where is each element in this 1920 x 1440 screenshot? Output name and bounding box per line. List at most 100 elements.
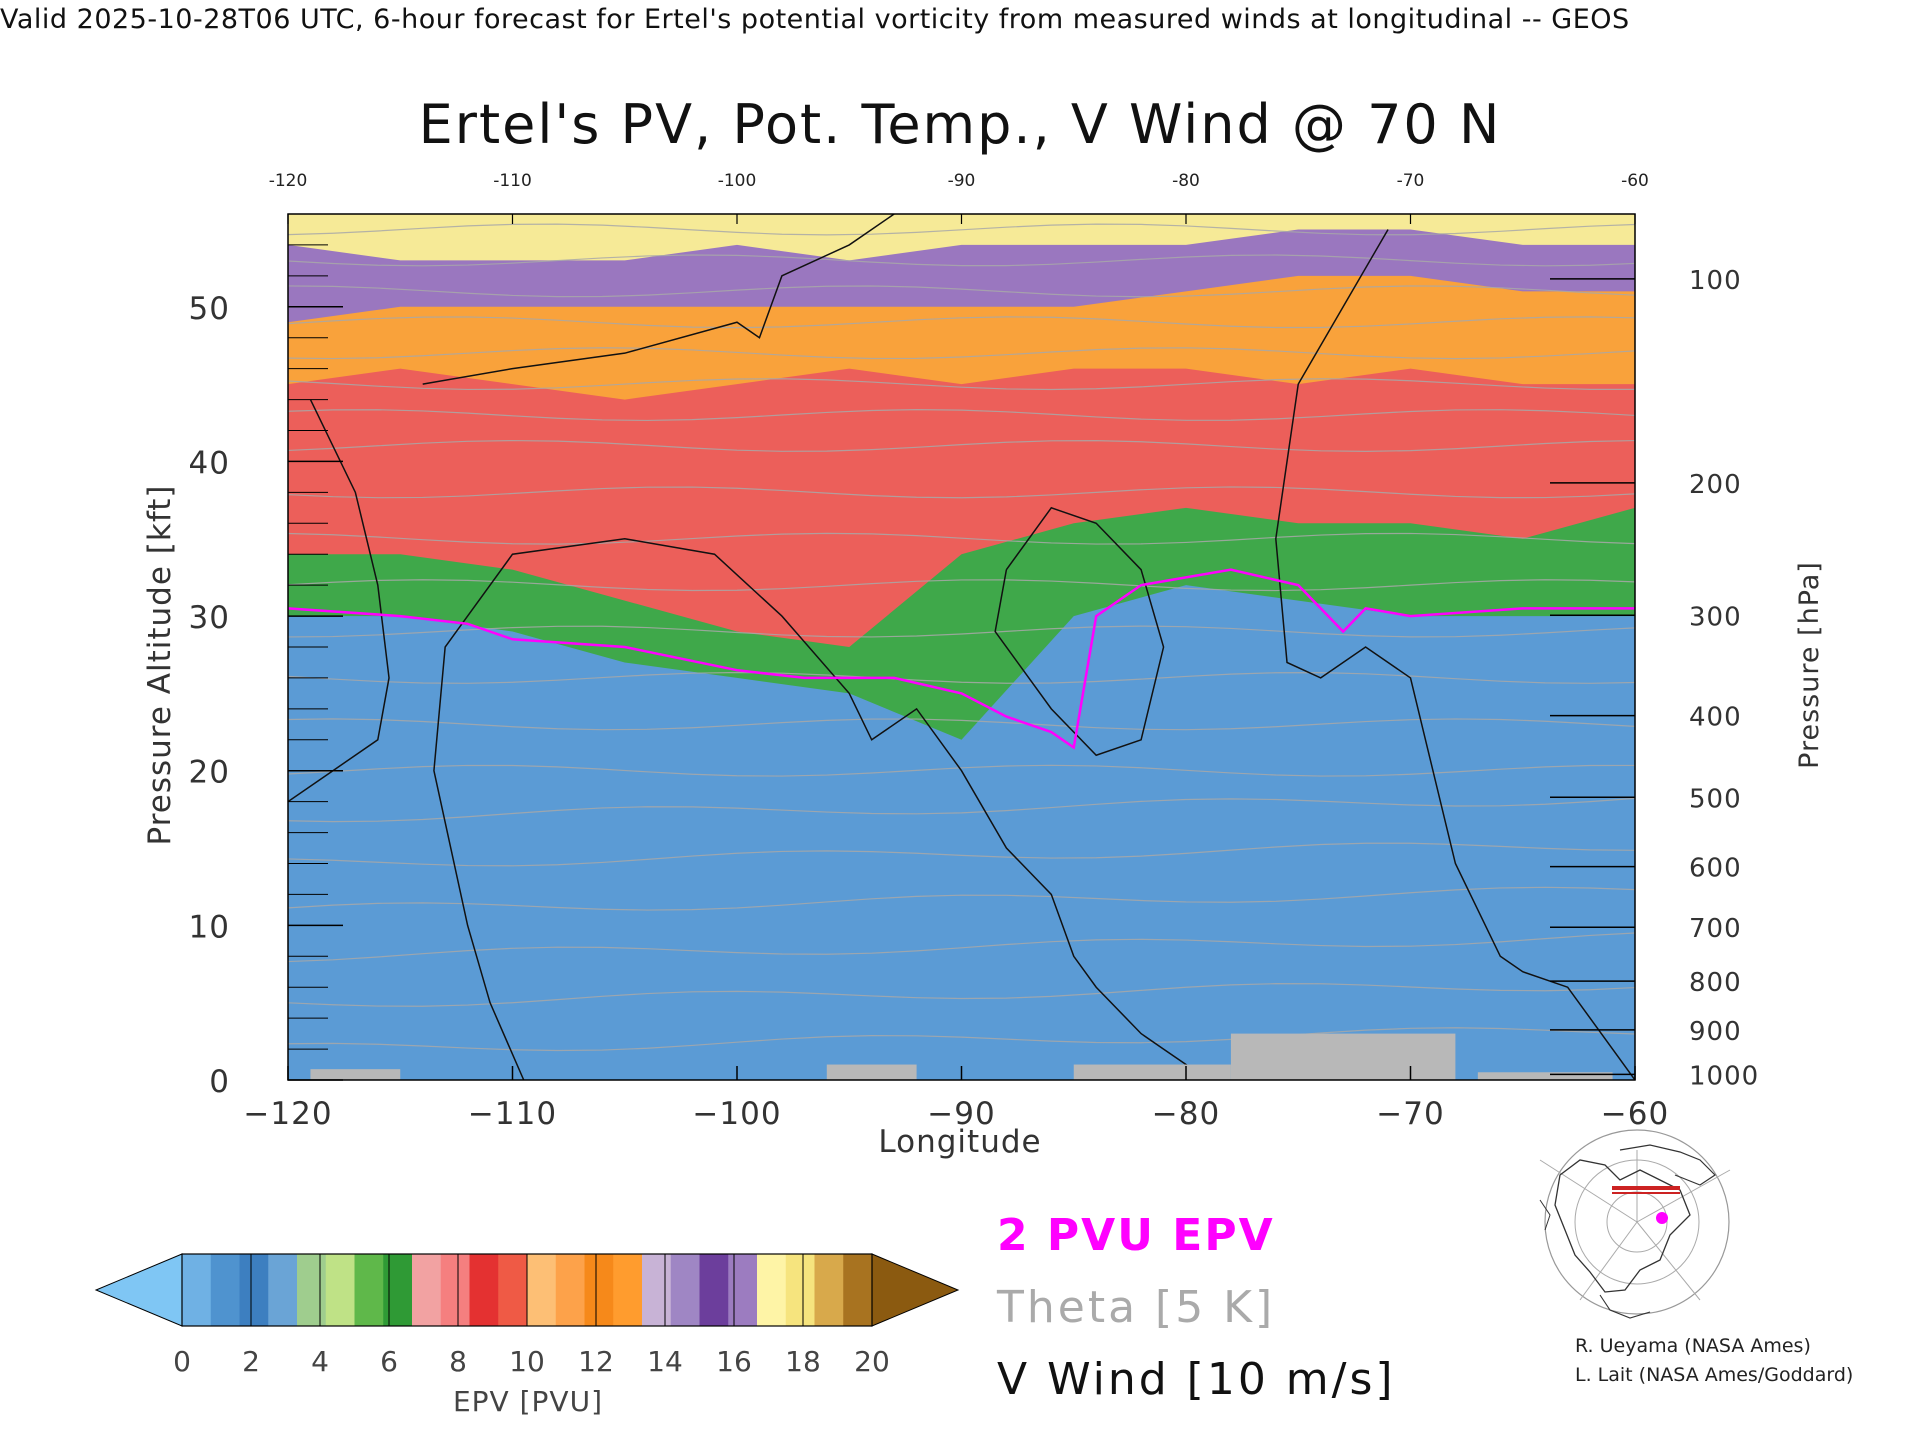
credit-author-1: R. Ueyama (NASA Ames) bbox=[1575, 1335, 1811, 1357]
left-tick-label: 20 bbox=[189, 755, 230, 791]
theta-line-0 bbox=[288, 1027, 1635, 1052]
y-axis-right-label: Pressure [hPa] bbox=[1794, 561, 1825, 769]
theta-line-7 bbox=[288, 718, 1635, 731]
colorbar-tick-label: 2 bbox=[242, 1345, 260, 1378]
colorbar-tick-label: 12 bbox=[578, 1345, 614, 1378]
v-wind-contour-4 bbox=[422, 214, 895, 385]
theta-line-15 bbox=[288, 378, 1635, 391]
legend-theta-key: Theta [5 K] bbox=[997, 1282, 1276, 1333]
left-axis: 0 10 20 30 40 50 bbox=[189, 244, 343, 1100]
colorbar-swatch-3 bbox=[268, 1254, 298, 1326]
colorbar-tick-label: 10 bbox=[509, 1345, 545, 1378]
bottom-axis: −120 −110 −100 −90 −80 −70 −60 bbox=[243, 1066, 1669, 1132]
theta-line-13 bbox=[288, 439, 1635, 452]
pv-zone-0-2 bbox=[288, 585, 1635, 1080]
right-tick-label: 300 bbox=[1689, 602, 1742, 632]
left-tick-label: 10 bbox=[189, 909, 230, 945]
right-tick-label: 800 bbox=[1689, 968, 1742, 998]
colorbar-swatch-21 bbox=[785, 1254, 815, 1326]
colorbar-under-arrow bbox=[94, 1253, 183, 1327]
colorbar-tick-label: 4 bbox=[311, 1345, 329, 1378]
right-tick-label: 500 bbox=[1689, 784, 1742, 814]
top-tick-label: -100 bbox=[718, 171, 757, 191]
left-tick-label: 0 bbox=[209, 1064, 230, 1100]
top-tick-label: -80 bbox=[1172, 171, 1200, 191]
bottom-tick-label: −60 bbox=[1601, 1096, 1669, 1132]
theta-line-20 bbox=[288, 223, 1635, 236]
right-tick-label: 200 bbox=[1689, 470, 1742, 500]
theta-line-11 bbox=[288, 532, 1635, 545]
colorbar-swatch-5 bbox=[325, 1254, 355, 1326]
terrain-block-0 bbox=[310, 1069, 401, 1080]
colorbar-swatch-4 bbox=[297, 1254, 327, 1326]
top-tick-label: -60 bbox=[1621, 171, 1649, 191]
legend-pv-key: 2 PVU EPV bbox=[997, 1210, 1275, 1261]
colorbar-swatch-1 bbox=[210, 1254, 240, 1326]
right-tick-label: 900 bbox=[1689, 1017, 1742, 1047]
theta-line-3 bbox=[288, 886, 1635, 911]
top-tick-label: -90 bbox=[948, 171, 976, 191]
colorbar-swatch-18 bbox=[699, 1254, 729, 1326]
colorbar-tick-label: 8 bbox=[449, 1345, 467, 1378]
colorbar-swatch-16 bbox=[642, 1254, 672, 1326]
colorbar-swatch-6 bbox=[354, 1254, 384, 1326]
top-tick-label: -70 bbox=[1397, 171, 1425, 191]
right-tick-label: 600 bbox=[1689, 854, 1742, 884]
terrain-block-2 bbox=[1073, 1064, 1231, 1080]
colorbar-swatch-0 bbox=[182, 1254, 212, 1326]
top-axis: -120 -110 -100 -90 -80 -70 -60 bbox=[269, 171, 1649, 224]
forecast-banner: Valid 2025-10-28T06 UTC, 6-hour forecast… bbox=[0, 4, 1630, 35]
theta-line-18 bbox=[288, 285, 1635, 298]
chart-title: Ertel's PV, Pot. Temp., V Wind @ 70 N bbox=[419, 93, 1502, 156]
terrain-block-3 bbox=[1230, 1033, 1456, 1080]
v-wind-contour-1 bbox=[433, 537, 1209, 1080]
theta-line-14 bbox=[288, 409, 1635, 422]
right-tick-label: 100 bbox=[1689, 266, 1742, 296]
colorbar-swatch-12 bbox=[527, 1254, 557, 1326]
colorbar-swatch-22 bbox=[814, 1254, 844, 1326]
bottom-tick-label: −110 bbox=[468, 1096, 557, 1132]
colorbar-tick-label: 18 bbox=[785, 1345, 821, 1378]
bottom-tick-label: −120 bbox=[243, 1096, 332, 1132]
right-tick-label: 700 bbox=[1689, 914, 1742, 944]
pv-fill-zones bbox=[288, 214, 1635, 1080]
v-wind-contour-2 bbox=[994, 506, 1165, 757]
right-axis: 1000 900 800 700 600 500 400 300 200 100 bbox=[1550, 266, 1759, 1091]
terrain-block-1 bbox=[826, 1064, 917, 1080]
right-tick-label: 1000 bbox=[1689, 1061, 1759, 1091]
terrain-mask bbox=[310, 1033, 1613, 1080]
top-tick-label: -110 bbox=[493, 171, 532, 191]
theta-line-4 bbox=[288, 842, 1635, 867]
theta-line-1 bbox=[288, 983, 1635, 1007]
theta-line-5 bbox=[288, 797, 1635, 823]
bottom-tick-label: −80 bbox=[1152, 1096, 1220, 1132]
credit-author-2: L. Lait (NASA Ames/Goddard) bbox=[1575, 1364, 1854, 1386]
colorbar-frame bbox=[181, 1253, 873, 1327]
map-location-marker bbox=[1656, 1212, 1668, 1224]
colorbar-swatch-17 bbox=[670, 1254, 700, 1326]
theta-line-9 bbox=[288, 625, 1635, 638]
legend-wind-key: V Wind [10 m/s] bbox=[997, 1354, 1396, 1405]
plot-area bbox=[288, 214, 1635, 1080]
colorbar-swatch-23 bbox=[843, 1254, 873, 1326]
colorbar-tick-label: 6 bbox=[380, 1345, 398, 1378]
colorbar-tick-label: 20 bbox=[854, 1345, 890, 1378]
pv2-contour-group bbox=[288, 568, 1635, 750]
y-axis-left-label: Pressure Altitude [kft] bbox=[142, 485, 178, 846]
right-tick-label: 400 bbox=[1689, 703, 1742, 733]
theta-line-12 bbox=[288, 486, 1635, 499]
colorbar-swatch-8 bbox=[412, 1254, 442, 1326]
theta-line-10 bbox=[288, 579, 1635, 592]
left-tick-label: 50 bbox=[189, 291, 230, 327]
colorbar-swatch-7 bbox=[383, 1254, 413, 1326]
top-tick-label: -120 bbox=[269, 171, 308, 191]
colorbar-over-arrow bbox=[871, 1253, 960, 1327]
left-tick-label: 40 bbox=[189, 445, 230, 481]
bottom-tick-label: −90 bbox=[927, 1096, 995, 1132]
theta-line-6 bbox=[288, 764, 1635, 777]
theta-line-8 bbox=[288, 671, 1635, 684]
colorbar-swatch-20 bbox=[757, 1254, 787, 1326]
bottom-tick-label: −100 bbox=[692, 1096, 781, 1132]
pv2-contour bbox=[288, 568, 1635, 750]
theta-line-17 bbox=[288, 316, 1635, 329]
